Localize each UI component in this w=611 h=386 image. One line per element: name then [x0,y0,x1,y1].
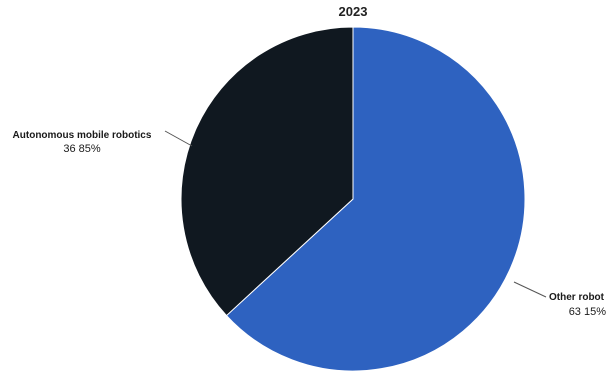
slice-label: Autonomous mobile robotics [13,130,152,141]
leader-line [164,130,193,147]
pie-slice-other-robots [225,26,526,372]
slice-labels: Other robot 63 15% Autonomous mobile robot… [13,130,607,318]
slice-percentage: 63 15% [569,306,607,318]
pie-slices [180,26,526,372]
pie-slice-autonomous-mobile-robotics [180,26,354,317]
slice-label: Other robot [549,292,605,303]
leader-line [513,281,547,298]
slice-percentage: 36 85% [63,143,101,155]
chart-title: 2023 [339,4,368,19]
